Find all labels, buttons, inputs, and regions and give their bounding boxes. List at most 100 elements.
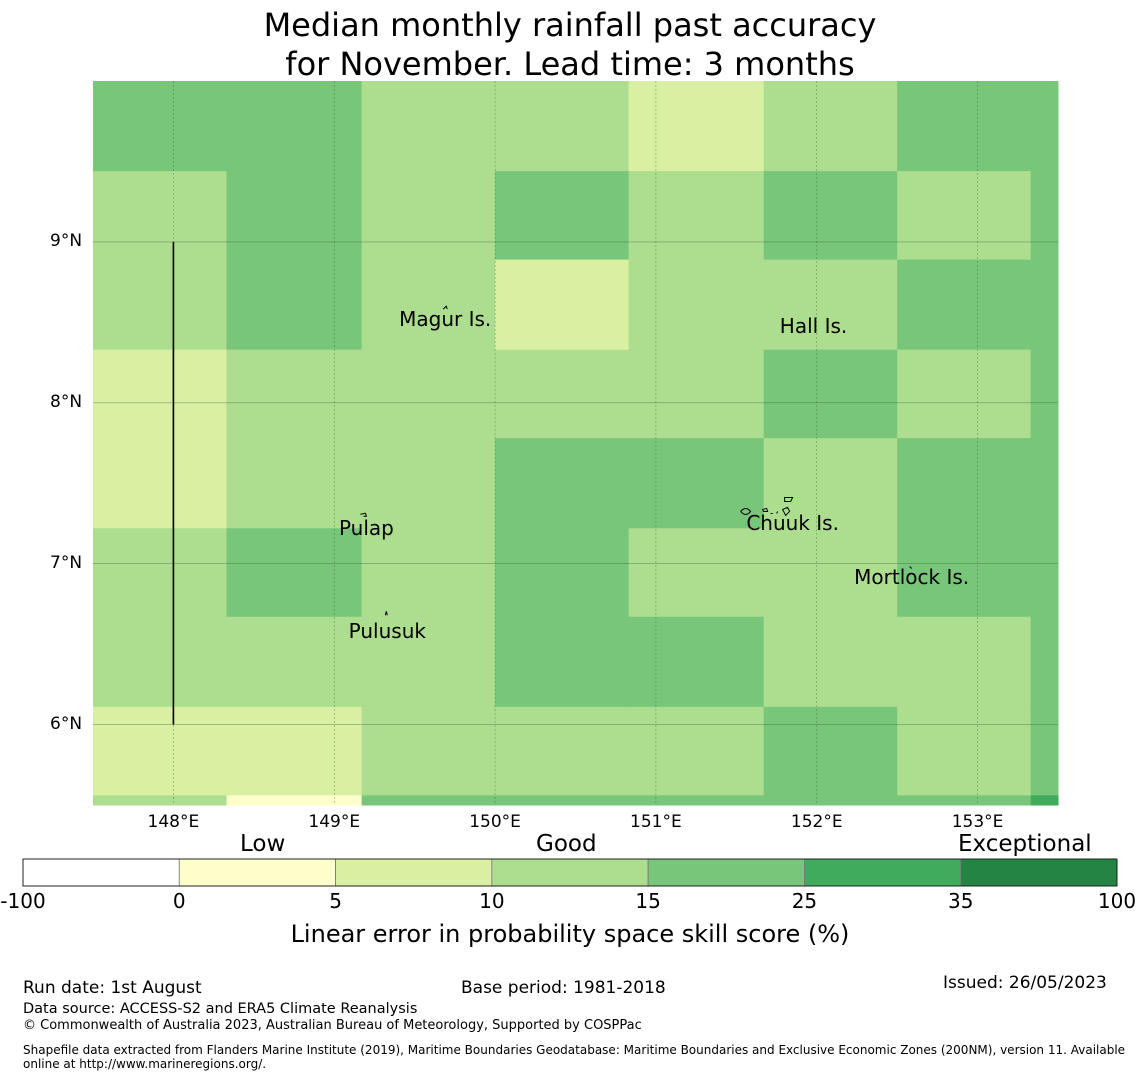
skill-cell: [897, 349, 1032, 439]
skill-cell: [93, 349, 227, 439]
island-icon: [781, 506, 791, 517]
skill-cell: [628, 259, 765, 351]
longitude-tick-label: 152°E: [790, 812, 843, 832]
colorbar-category-low: Low: [240, 831, 286, 857]
skill-cell: [897, 259, 1032, 351]
island-icon: [740, 507, 752, 515]
skill-cell: [763, 616, 898, 708]
skill-cell: [897, 795, 1032, 806]
colorbar-tick: 5: [329, 889, 342, 913]
island-icon: [784, 496, 794, 502]
skill-cell: [495, 438, 630, 529]
colorbar-tick: 35: [947, 889, 974, 913]
colorbar: [22, 858, 1118, 887]
skill-cell: [628, 171, 765, 261]
map-title-line2: for November. Lead time: 3 months: [285, 45, 855, 83]
place-label: Chuuk Is.: [746, 511, 839, 536]
skill-cell: [226, 259, 363, 351]
skill-cell: [897, 528, 1032, 618]
colorbar-category-good: Good: [536, 831, 597, 857]
skill-cell: [763, 795, 898, 806]
colorbar-segment: [335, 858, 493, 887]
skill-cell: [361, 438, 496, 529]
colorbar-tick: -100: [0, 889, 46, 913]
skill-cell: [1030, 438, 1059, 529]
island-icon: [384, 611, 388, 616]
colorbar-tick: 0: [172, 889, 186, 913]
skill-cell: [1030, 528, 1059, 618]
skill-cell: [763, 438, 898, 529]
skill-cell: [361, 706, 496, 796]
skill-cell: [495, 81, 630, 172]
skill-cell: [1030, 706, 1059, 796]
skill-cell: [93, 528, 227, 618]
island-icon: [360, 512, 368, 517]
place-label: Pulusuk: [348, 619, 426, 644]
skill-cell: [495, 349, 630, 439]
skill-cell: [1030, 795, 1059, 806]
skill-cell: [226, 706, 363, 796]
skill-cell: [495, 171, 630, 261]
colorbar-frame: [22, 858, 1118, 887]
skill-cell: [763, 706, 898, 796]
skill-cell: [763, 81, 898, 172]
skill-cell: [1030, 259, 1059, 351]
longitude-tick-label: 148°E: [147, 812, 200, 832]
skill-cell: [1030, 81, 1059, 172]
skill-cell: [93, 795, 227, 806]
skill-cell: [897, 616, 1032, 708]
colorbar-segment: [960, 858, 1118, 887]
skill-cell: [495, 259, 630, 351]
colorbar-segment: [491, 858, 649, 887]
colorbar-tick: 15: [635, 889, 661, 913]
skill-cell: [763, 259, 898, 351]
skill-cell: [361, 795, 496, 806]
skill-cell: [763, 528, 898, 618]
skill-cell: [495, 706, 630, 796]
skill-cell: [763, 349, 898, 439]
skill-cell: [897, 171, 1032, 261]
issued-date: Issued: 26/05/2023: [943, 973, 1107, 993]
longitude-tick-label: 150°E: [469, 812, 521, 832]
skill-cell: [93, 616, 227, 708]
skill-cell: [93, 438, 227, 529]
skill-cell: [628, 795, 765, 806]
skill-cell: [1030, 171, 1059, 261]
colorbar-segment: [647, 858, 805, 887]
map-title-line1: Median monthly rainfall past accuracy: [263, 6, 877, 44]
place-label: Pulap: [338, 516, 394, 541]
skill-cell: [226, 616, 363, 708]
skill-cell: [1030, 349, 1059, 439]
skill-cell: [495, 616, 630, 708]
colorbar-tick: 25: [791, 889, 818, 913]
latitude-tick-label: 6°N: [50, 713, 83, 734]
skill-cell: [361, 171, 496, 261]
colorbar-axis-label: Linear error in probability space skill …: [290, 920, 850, 948]
island-icon: [776, 511, 779, 514]
latitude-tick-label: 7°N: [50, 552, 83, 573]
skill-cell: [93, 171, 227, 261]
colorbar-segment: [804, 858, 962, 887]
data-source: Data source: ACCESS-S2 and ERA5 Climate …: [23, 1001, 418, 1017]
skill-cell: [897, 438, 1032, 529]
place-label: Hall Is.: [779, 313, 848, 338]
place-label: Mortlock Is.: [854, 564, 970, 589]
skill-cell: [226, 349, 363, 439]
island-icon: [909, 566, 912, 569]
latitude-tick-label: 9°N: [50, 230, 83, 251]
longitude-tick-label: 149°E: [308, 812, 361, 832]
skill-cell: [628, 349, 765, 439]
skill-cell: [495, 795, 630, 806]
skill-cell: [361, 528, 496, 618]
copyright: © Commonwealth of Australia 2023, Austra…: [23, 1018, 642, 1033]
run-date: Run date: 1st August: [23, 978, 202, 998]
shapefile-credit-line2: online at http://www.marineregions.org/.: [23, 1057, 267, 1071]
latitude-tick-label: 8°N: [50, 391, 83, 412]
colorbar-tick: 10: [479, 889, 505, 913]
colorbar-tick: 100: [1097, 889, 1137, 913]
colorbar-segment: [22, 858, 180, 887]
skill-cell: [897, 706, 1032, 796]
skill-cell: [361, 259, 496, 351]
skill-cell: [93, 706, 227, 796]
